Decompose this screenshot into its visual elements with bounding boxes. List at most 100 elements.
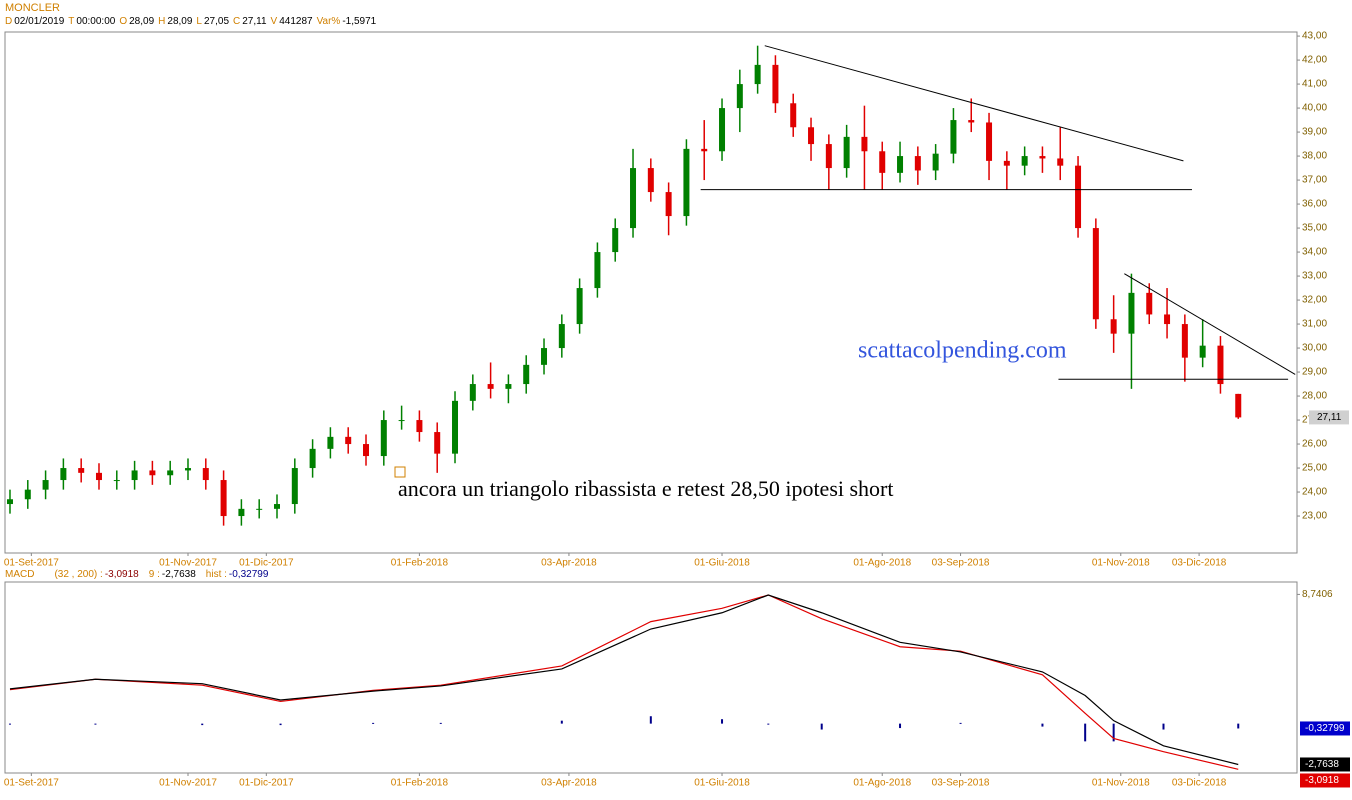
candle-body (1235, 393, 1242, 418)
field-value: -3,0918 (104, 569, 139, 580)
hist-bar (1084, 723, 1087, 742)
candle-body (505, 384, 512, 389)
x-tick-label: 01-Nov-2018 (1092, 558, 1150, 569)
candle-body (42, 480, 49, 490)
field-value: -0,32799 (228, 569, 269, 580)
candle-body (1181, 324, 1188, 358)
value-badge-label: -0,32799 (1305, 723, 1345, 734)
candle-body (701, 148, 708, 152)
candle-body (291, 468, 298, 505)
candle-body (914, 156, 921, 171)
candle-body (202, 468, 209, 481)
field-value: 27,05 (203, 16, 230, 27)
x-tick-label: 03-Sep-2018 (932, 558, 990, 569)
x-tick-label: 01-Dic-2017 (239, 778, 294, 789)
hist-bar (721, 719, 724, 724)
candle-body (683, 148, 690, 217)
hist-bar (8, 723, 11, 725)
field-label: L (196, 16, 202, 27)
candle-body (861, 136, 868, 152)
candle-body (380, 420, 387, 457)
hist-bar (767, 723, 770, 725)
candle-body (327, 436, 334, 449)
candle-body (647, 168, 654, 193)
x-tick-label: 01-Giu-2018 (694, 558, 750, 569)
field-value: -2,7638 (161, 569, 196, 580)
candle-body (167, 470, 174, 476)
field-value: 00:00:00 (76, 16, 116, 27)
y-tick-label: 41,00 (1302, 79, 1327, 90)
candle-body (6, 499, 13, 505)
y-tick-label: 28,00 (1302, 391, 1327, 402)
candle-body (1110, 319, 1117, 334)
field-label: hist : (205, 569, 227, 580)
y-tick-label: 40,00 (1302, 103, 1327, 114)
candle-body (24, 489, 31, 500)
candle-body (719, 108, 726, 152)
x-tick-label: 01-Dic-2017 (239, 558, 294, 569)
candle-body (238, 508, 245, 517)
last-price-label: 27,11 (1317, 412, 1342, 423)
candle-body (772, 64, 779, 104)
candle-body (986, 122, 993, 161)
candle-body (95, 472, 102, 481)
macd-line (9, 594, 1239, 770)
field-label: O (119, 16, 128, 27)
candle-body (487, 384, 494, 389)
field-value: 28,09 (129, 16, 155, 27)
y-tick-label: 8,7406 (1302, 589, 1333, 600)
value-badge (1300, 773, 1350, 788)
y-tick-label: 38,00 (1302, 151, 1327, 162)
x-tick-label: 01-Ago-2018 (853, 558, 911, 569)
candle-body (60, 468, 67, 481)
candle-body (843, 136, 850, 169)
hist-bar (279, 723, 282, 726)
candle-body (113, 480, 120, 482)
field-value: -1,5971 (342, 16, 377, 27)
candle-body (594, 252, 601, 289)
x-tick-label: 01-Giu-2018 (694, 778, 750, 789)
y-tick-label: 36,00 (1302, 199, 1327, 210)
y-tick-label: 26,00 (1302, 439, 1327, 450)
y-tick-label: 32,00 (1302, 295, 1327, 306)
x-tick-label: 01-Set-2017 (4, 558, 59, 569)
x-tick-label: 03-Apr-2018 (541, 778, 597, 789)
field-label: C (233, 16, 241, 27)
candle-body (184, 468, 191, 471)
candle-body (274, 504, 280, 509)
price-panel (4, 31, 1298, 554)
y-tick-label: 25,00 (1302, 463, 1327, 474)
candle-body (469, 384, 476, 401)
candle-body (78, 468, 85, 473)
y-tick-label: 34,00 (1302, 247, 1327, 258)
ohlc-header: D 02/01/2019 T 00:00:00 O 28,09 H 28,09 L 27,05 C 2… (5, 16, 376, 27)
y-tick-label: 35,00 (1302, 223, 1327, 234)
candle-body (398, 420, 405, 422)
field-value: 28,09 (167, 16, 193, 27)
y-tick-label: 43,00 (1302, 31, 1327, 42)
candle-body (131, 470, 138, 481)
macd-panel (4, 581, 1298, 774)
candle-body (149, 470, 156, 476)
value-badge (1300, 757, 1350, 772)
x-tick-label: 03-Dic-2018 (1172, 558, 1227, 569)
candle-body (630, 168, 637, 229)
y-tick-label: 37,00 (1302, 175, 1327, 186)
chart-title: MONCLER (5, 2, 61, 14)
candle-body (754, 64, 761, 85)
candle-body (1217, 345, 1224, 385)
hist-bar (94, 723, 97, 725)
field-label: V (270, 16, 278, 27)
candle-body (1199, 345, 1206, 358)
candle-body (363, 444, 370, 457)
candle-body (452, 400, 459, 454)
macd-header: MACD (32 , 200) : -3,0918 9 : -2,7638 hist :-… (5, 569, 268, 580)
candle-body (932, 153, 939, 171)
x-tick-label: 03-Dic-2018 (1172, 778, 1227, 789)
hist-bar (439, 722, 442, 724)
y-tick-label: 33,00 (1302, 271, 1327, 282)
value-badge-label: -3,0918 (1305, 775, 1339, 786)
field-value: 27,11 (242, 16, 267, 27)
y-tick-label: 29,00 (1302, 367, 1327, 378)
